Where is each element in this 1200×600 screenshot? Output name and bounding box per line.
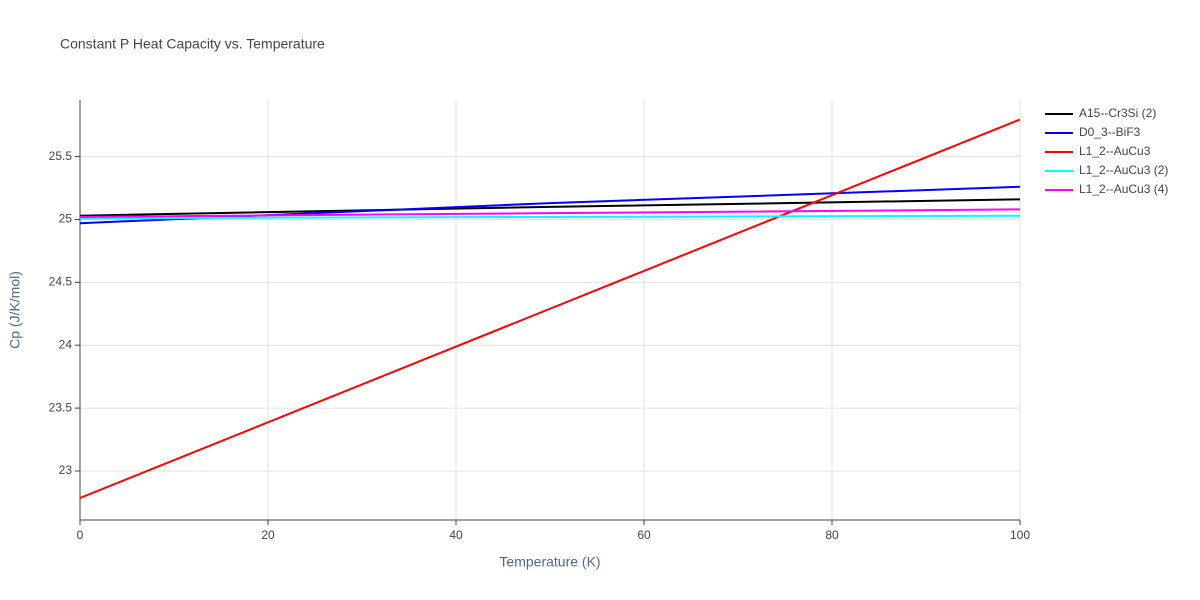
y-tick-label: 25	[59, 212, 73, 226]
x-tick-label: 100	[1010, 528, 1030, 542]
series-line	[79, 208, 1021, 218]
y-tick-label: 23.5	[49, 400, 73, 414]
x-axis-title: Temperature (K)	[499, 554, 600, 570]
x-tick-label: 0	[77, 528, 84, 542]
legend-label: A15--Cr3Si (2)	[1079, 106, 1156, 120]
y-axis-title: Cp (J/K/mol)	[7, 271, 23, 349]
legend-label: L1_2--AuCu3 (2)	[1079, 163, 1168, 177]
y-tick-label: 25.5	[49, 149, 73, 163]
series-line	[79, 214, 1021, 220]
y-tick-label: 24	[59, 337, 73, 351]
series-line	[79, 118, 1021, 499]
legend-label: L1_2--AuCu3 (4)	[1079, 182, 1168, 196]
x-tick-label: 40	[449, 528, 463, 542]
x-tick-label: 20	[261, 528, 275, 542]
legend-label: D0_3--BiF3	[1079, 125, 1141, 139]
y-tick-label: 24.5	[49, 275, 73, 289]
x-tick-label: 60	[637, 528, 651, 542]
x-tick-label: 80	[825, 528, 839, 542]
chart-title: Constant P Heat Capacity vs. Temperature	[60, 36, 325, 52]
y-tick-label: 23	[59, 463, 73, 477]
legend-label: L1_2--AuCu3	[1079, 144, 1151, 158]
series-line	[79, 198, 1021, 217]
